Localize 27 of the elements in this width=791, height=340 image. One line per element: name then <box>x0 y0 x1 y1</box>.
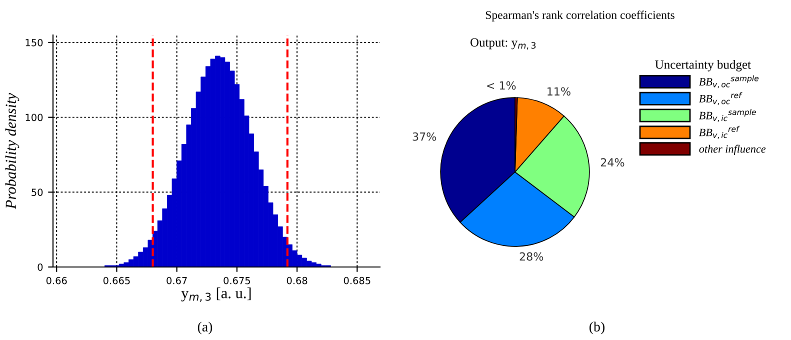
y-tick-label: 100 <box>26 114 43 122</box>
data-label: 37% <box>412 132 436 141</box>
chart-subtitle: Output: y$_{m,3}$ <box>470 38 536 50</box>
text: (a) <box>198 322 212 334</box>
legend-label: other influence <box>699 144 766 155</box>
y-tick-label: 50 <box>32 188 43 196</box>
text: (b) <box>590 322 604 334</box>
x-axis-title: y$_{m,3}$ [a. u.] <box>181 288 251 302</box>
x-tick-label: 0.67 <box>166 276 187 284</box>
y-tick-label: 150 <box>26 38 43 46</box>
x-tick-label: 0.675 <box>224 276 250 284</box>
x-tick-label: 0.68 <box>286 276 308 284</box>
legend-title: Uncertainty budget <box>655 60 751 72</box>
legend-label: BB$_{v,ic}$$^{sample}$ <box>698 109 756 122</box>
legend-label: BB$_{v,oc}$$^{sample}$ <box>698 75 759 88</box>
x-tick-label: 0.66 <box>46 276 67 284</box>
data-label: < 1% <box>487 81 516 90</box>
chart-title: Spearman's rank correlation coefficients <box>486 10 674 22</box>
data-label: 11% <box>548 87 570 96</box>
x-tick-label: 0.685 <box>344 276 370 284</box>
x-tick-label: 0.665 <box>103 276 130 284</box>
y-tick-label: 0 <box>38 263 43 271</box>
data-label: 28% <box>520 252 544 261</box>
y-axis-title: Probability density <box>5 92 20 210</box>
legend-label: BB$_{v,ic}$$^{ref}$ <box>698 126 740 139</box>
legend-label: BB$_{v,oc}$$^{ref}$ <box>698 92 742 106</box>
data-label: 24% <box>600 158 624 167</box>
